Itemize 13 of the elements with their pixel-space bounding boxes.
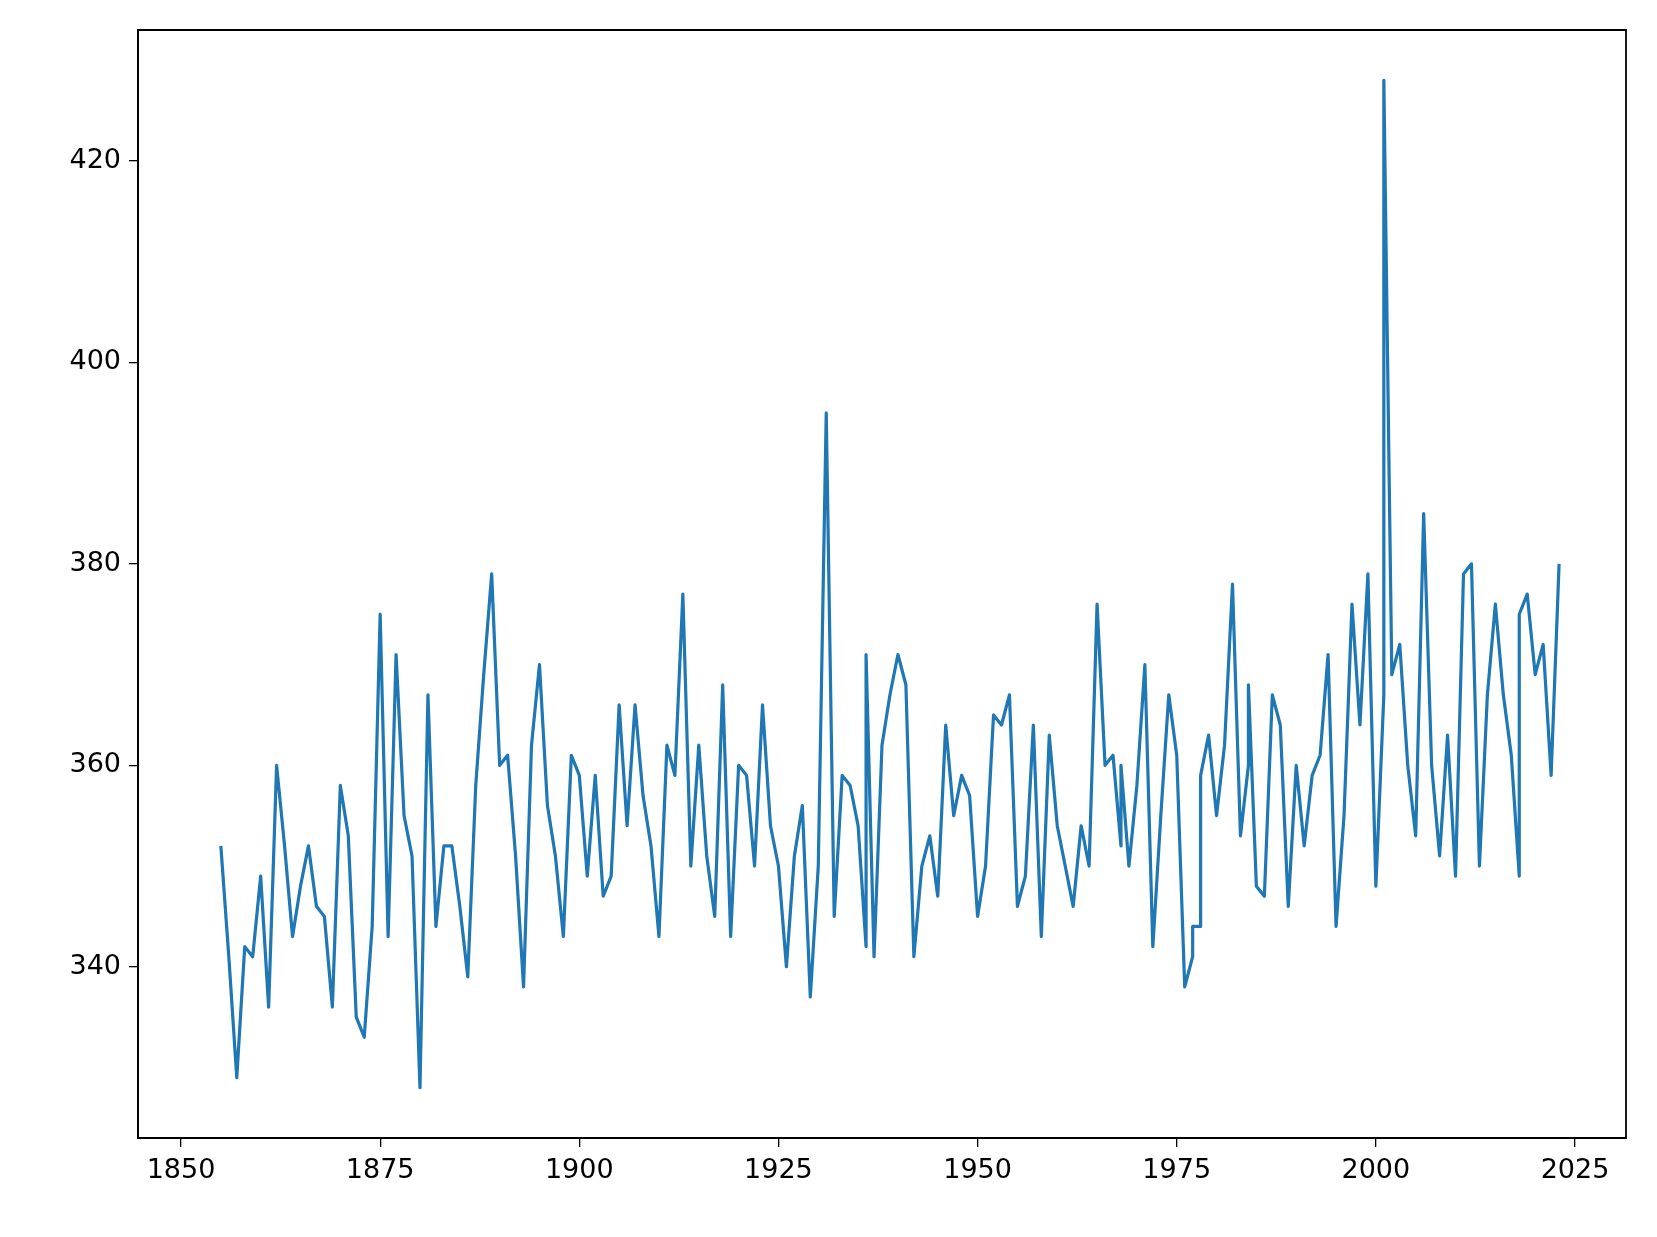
y-tick-label: 360 — [69, 747, 121, 779]
y-tick-label: 400 — [69, 344, 121, 376]
x-tick-label: 1975 — [1142, 1153, 1212, 1185]
y-tick-label: 380 — [69, 545, 121, 577]
x-tick-label: 1950 — [943, 1153, 1012, 1185]
y-tick-label: 420 — [69, 142, 121, 174]
x-tick-label: 1925 — [744, 1153, 813, 1185]
x-tick-label: 2025 — [1540, 1153, 1610, 1185]
x-tick-label: 1900 — [544, 1153, 614, 1185]
x-tick-label: 2000 — [1341, 1153, 1411, 1185]
y-tick-label: 340 — [69, 948, 121, 980]
x-tick-label: 1875 — [345, 1153, 415, 1185]
x-tick-label: 1850 — [146, 1153, 216, 1185]
